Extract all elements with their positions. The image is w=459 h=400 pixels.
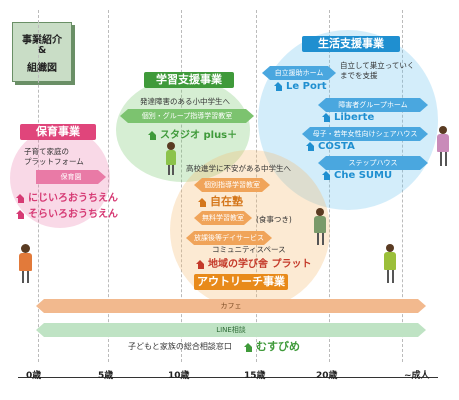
age-tick-0: 0歳	[26, 371, 42, 381]
seikatsu-org-1-text: Le Port	[286, 81, 327, 92]
age-tick-adult: ~成人	[404, 371, 430, 381]
seikatsu-org-3: COSTA	[306, 141, 355, 152]
hoiku-description-2: プラットフォーム	[24, 157, 84, 166]
line-band: LINE相談	[36, 323, 426, 337]
person-illustration	[312, 208, 328, 246]
seikatsu-note-1: 自立して巣立っていく	[340, 61, 415, 70]
seikatsu-band-4: ステップハウス	[318, 156, 428, 170]
home-icon	[198, 197, 207, 207]
home-icon	[322, 112, 331, 122]
seikatsu-label: 生活支援事業	[302, 36, 400, 52]
hoiku-org-1: にじいろおうちえん	[16, 189, 118, 204]
person-illustration	[436, 126, 450, 168]
home-icon	[306, 141, 315, 151]
seikatsu-band-2: 障害者グループホーム	[318, 98, 428, 112]
hoiku-org-1-text: にじいろおうちえん	[28, 193, 118, 204]
person-illustration	[382, 244, 398, 284]
title-line-1: 事業紹介	[22, 35, 62, 46]
age-tick-5: 5歳	[98, 371, 114, 381]
gridline-0	[38, 10, 39, 362]
title-line-3: 組織図	[27, 63, 57, 74]
outreach-org-1-text: 自在塾	[210, 195, 243, 208]
outreach-target: 高校進学に不安がある中学生へ	[186, 164, 291, 173]
outreach-band-3: 放課後等デイサービス	[186, 231, 272, 245]
hoiku-org-2-text: そらいろおうちえん	[28, 209, 118, 220]
line-org: むすびめ	[244, 338, 300, 354]
title-line-2: &	[37, 45, 47, 56]
outreach-band-1: 個別指導学習教室	[194, 178, 270, 192]
home-icon	[322, 170, 331, 180]
seikatsu-org-4-text: Che SUMU	[334, 170, 393, 181]
gridline-10	[181, 10, 182, 362]
title-box: 事業紹介 & 組織図	[12, 22, 72, 82]
hoiku-org-2: そらいろおうちえん	[16, 205, 118, 220]
cafe-band: カフェ	[36, 299, 426, 313]
seikatsu-org-2-text: Liberte	[334, 112, 375, 123]
hoiku-band: 保育園	[36, 170, 106, 184]
seikatsu-band-3: 母子・若年女性向けシェアハウス	[302, 127, 428, 141]
seikatsu-circle	[258, 30, 438, 210]
outreach-org-1: 自在塾	[198, 193, 243, 209]
gakushu-org-text: スタジオ plus＋	[160, 130, 238, 141]
hoiku-description-1: 子育て家庭の	[24, 147, 69, 156]
gakushu-target: 発達障害のある小中学生へ	[140, 97, 230, 106]
line-org-text: むすびめ	[256, 340, 300, 353]
outreach-band-2: 無料学習教室	[194, 211, 252, 225]
gakushu-band: 個別・グループ指導学習教室	[120, 109, 254, 123]
gakushu-org: スタジオ plus＋	[148, 126, 237, 141]
home-icon	[16, 209, 25, 219]
age-tick-20: 20歳	[316, 371, 338, 381]
home-icon	[274, 81, 283, 91]
seikatsu-org-2: Liberte	[322, 112, 374, 123]
gridline-adult	[402, 10, 403, 362]
seikatsu-org-4: Che SUMU	[322, 170, 392, 181]
hoiku-label: 保育事業	[20, 124, 96, 140]
seikatsu-note-2: までを支援	[340, 71, 378, 80]
line-description: 子どもと家族の総合相談窓口	[128, 342, 232, 351]
outreach-org-4-text: 地域の学び舎 プラット	[208, 259, 312, 270]
age-tick-15: 15歳	[244, 371, 266, 381]
seikatsu-org-1: Le Port	[274, 81, 327, 92]
outreach-band-4: コミュニティスペース	[212, 245, 286, 254]
home-icon	[244, 342, 253, 352]
gridline-5	[108, 10, 109, 362]
home-icon	[148, 130, 157, 140]
gakushu-circle	[116, 78, 250, 182]
seikatsu-band-1: 自立援助ホーム	[262, 66, 336, 80]
outreach-band-2-note: (食事つき)	[256, 215, 292, 224]
person-illustration	[16, 244, 36, 284]
person-illustration	[164, 142, 178, 176]
outreach-label: アウトリーチ事業	[194, 274, 288, 290]
home-icon	[16, 193, 25, 203]
outreach-org-4: 地域の学び舎 プラット	[196, 255, 311, 270]
gakushu-label: 学習支援事業	[144, 72, 234, 88]
home-icon	[196, 259, 205, 269]
gridline-20	[329, 10, 330, 362]
age-tick-10: 10歳	[168, 371, 190, 381]
seikatsu-org-3-text: COSTA	[318, 141, 355, 152]
age-axis	[18, 377, 438, 378]
